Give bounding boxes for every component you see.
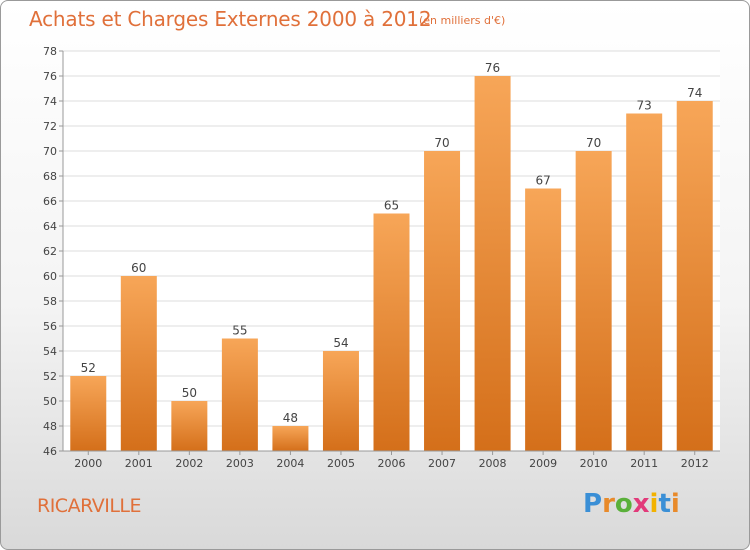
y-tick-label: 72: [43, 120, 57, 133]
data-label-2011: 73: [637, 99, 652, 113]
y-tick-label: 66: [43, 195, 57, 208]
bar-2012: [676, 101, 713, 451]
y-tick-label: 76: [43, 70, 57, 83]
data-label-2012: 74: [687, 86, 702, 100]
bar-2005: [322, 351, 359, 451]
bars: [70, 76, 713, 451]
x-tick-label-2002: 2002: [175, 457, 203, 470]
bar-2007: [424, 151, 461, 451]
x-tick-label-2008: 2008: [479, 457, 507, 470]
bar-2009: [525, 188, 562, 451]
data-label-2004: 48: [283, 411, 298, 425]
proxiti-logo: Proxiti: [583, 489, 680, 519]
y-tick-label: 54: [43, 345, 57, 358]
y-tick-label: 74: [43, 95, 57, 108]
logo-letter: i: [649, 489, 659, 519]
data-label-2006: 65: [384, 199, 399, 213]
y-tick-label: 62: [43, 245, 57, 258]
x-tick-label-2012: 2012: [681, 457, 709, 470]
x-tick-label-2011: 2011: [630, 457, 658, 470]
logo-letter: P: [583, 489, 603, 519]
chart-subtitle: (en milliers d'€): [419, 14, 506, 27]
chart-title: Achats et Charges Externes 2000 à 2012: [29, 7, 432, 31]
y-tick-label: 56: [43, 320, 57, 333]
bar-2002: [171, 401, 208, 451]
data-label-2008: 76: [485, 61, 500, 75]
bar-2001: [120, 276, 157, 451]
data-label-2010: 70: [586, 136, 601, 150]
y-tick-label: 70: [43, 145, 57, 158]
bar-2006: [373, 213, 410, 451]
logo-letter: r: [602, 489, 615, 519]
x-tick-label-2003: 2003: [226, 457, 254, 470]
data-label-2003: 55: [232, 324, 247, 338]
x-tick-label-2004: 2004: [276, 457, 304, 470]
x-tick-labels: 2000 2001 2002 2003 2004 2005 2006 2007 2008 2009…: [74, 451, 709, 470]
bar-2008: [474, 76, 511, 451]
logo-letter: t: [658, 489, 671, 519]
x-tick-label-2007: 2007: [428, 457, 456, 470]
bar-2011: [626, 113, 663, 451]
x-tick-label-2009: 2009: [529, 457, 557, 470]
data-label-2002: 50: [182, 386, 197, 400]
town-name: RICARVILLE: [37, 495, 142, 517]
x-tick-label-2010: 2010: [580, 457, 608, 470]
data-labels: 52 60 50 55 48 54 65 70 76 67 70 73 74: [81, 61, 703, 425]
bar-2004: [272, 426, 309, 451]
logo-letter: x: [632, 489, 650, 519]
y-tick-labels: 46 48 50 52 54 56 58 60 62 64 66 68 70 72 74 76 78: [43, 45, 57, 458]
y-tick-label: 60: [43, 270, 57, 283]
bar-2000: [70, 376, 107, 451]
bar-2003: [221, 338, 258, 451]
logo-letter: o: [614, 489, 633, 519]
y-tick-label: 52: [43, 370, 57, 383]
y-tick-label: 78: [43, 45, 57, 58]
y-tick-label: 64: [43, 220, 57, 233]
x-tick-label-2000: 2000: [74, 457, 102, 470]
y-tick-label: 58: [43, 295, 57, 308]
y-tick-label: 68: [43, 170, 57, 183]
data-label-2009: 67: [535, 174, 550, 188]
data-label-2000: 52: [81, 361, 96, 375]
logo-letter: i: [670, 489, 680, 519]
data-label-2005: 54: [333, 336, 348, 350]
x-tick-label-2006: 2006: [378, 457, 406, 470]
y-tick-label: 50: [43, 395, 57, 408]
data-label-2001: 60: [131, 261, 146, 275]
x-tick-label-2001: 2001: [125, 457, 153, 470]
x-tick-label-2005: 2005: [327, 457, 355, 470]
data-label-2007: 70: [434, 136, 449, 150]
bar-2010: [575, 151, 612, 451]
y-tick-label: 46: [43, 445, 57, 458]
y-tick-label: 48: [43, 420, 57, 433]
